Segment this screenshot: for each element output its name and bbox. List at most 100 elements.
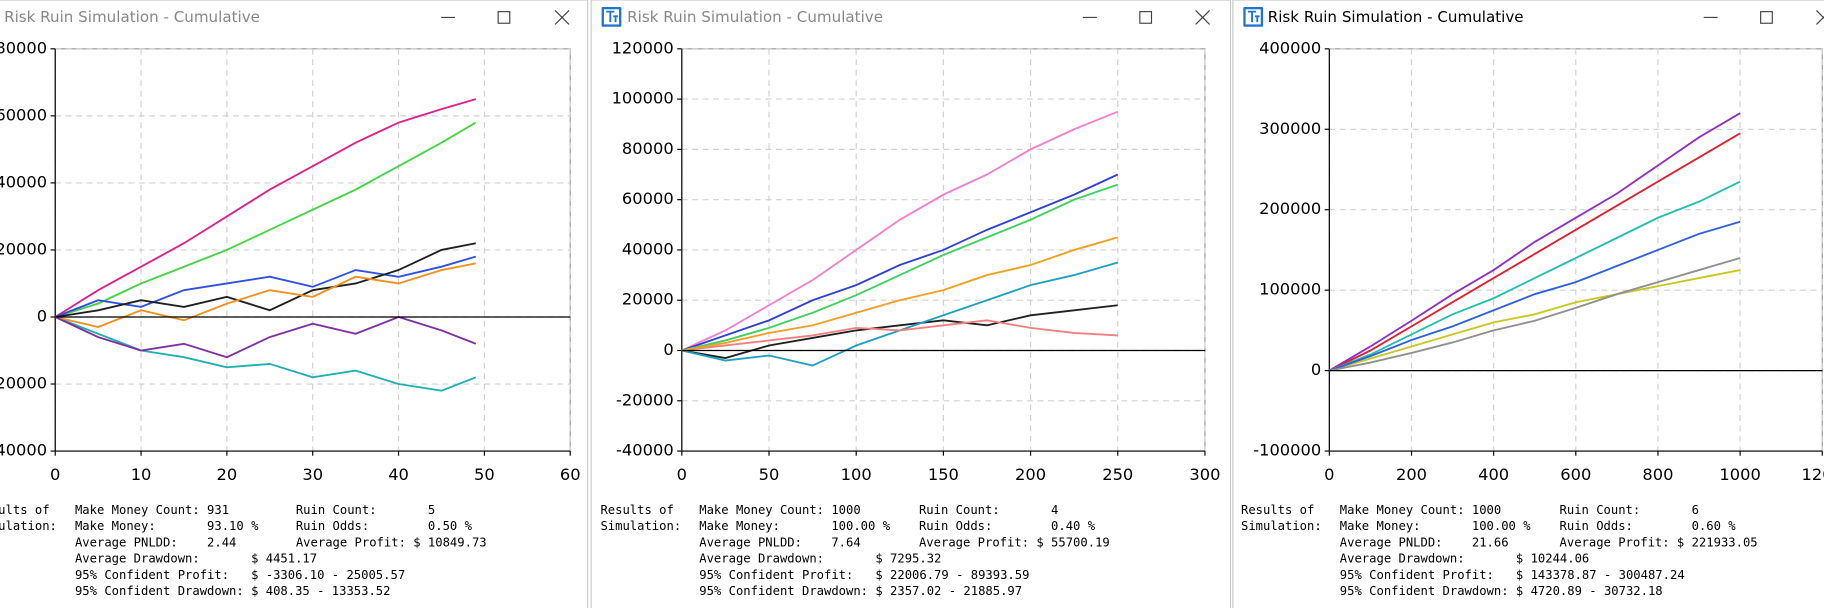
x-tick-label: 30	[302, 465, 323, 484]
series-line	[681, 173, 1119, 352]
y-tick-label: 20000	[622, 290, 674, 309]
close-button[interactable]	[1195, 10, 1211, 25]
stat-text: Average Profit: $ 221933.05	[1560, 535, 1758, 549]
close-button[interactable]	[1816, 10, 1824, 25]
x-tick-label: 0	[50, 465, 60, 484]
series-line	[681, 110, 1119, 352]
x-tick-label: 0	[1324, 465, 1334, 484]
stat-text: 95% Confident Drawdown: $ 2357.02 - 2188…	[699, 584, 1022, 598]
stat-text: Average Profit: $ 10849.73	[296, 535, 487, 549]
x-tick-label: 400	[1478, 465, 1509, 484]
x-tick-label: 800	[1642, 465, 1673, 484]
y-tick-label: 40000	[622, 239, 674, 258]
series-line	[1329, 180, 1741, 372]
stat-text: Make Money: 100.00 %	[1340, 519, 1531, 533]
y-tick-label: 60000	[622, 189, 674, 208]
y-tick-label: 40000	[0, 172, 47, 191]
stat-text: 95% Confident Profit: $ -3306.10 - 25005…	[75, 568, 405, 582]
stat-text: Make Money Count: 931	[75, 503, 229, 517]
series-line	[1328, 132, 1741, 372]
x-tick-label: 10	[131, 465, 152, 484]
stat-text: Average PNLDD: 21.66	[1340, 535, 1509, 549]
x-tick-label: 0	[677, 465, 687, 484]
series-line	[54, 315, 477, 359]
series-line	[1328, 112, 1741, 372]
window-title: Risk Ruin Simulation - Cumulative	[627, 8, 883, 26]
x-tick-label: 200	[1396, 465, 1427, 484]
y-tick-label: 80000	[0, 38, 47, 57]
stat-text: Average Drawdown: $ 4451.17	[75, 552, 317, 566]
x-tick-label: 40	[388, 465, 409, 484]
results-label: Simulation:	[1241, 519, 1322, 533]
y-tick-label: 200000	[1259, 199, 1321, 218]
x-tick-label: 150	[928, 465, 959, 484]
stat-text: Average Drawdown: $ 10244.06	[1340, 552, 1589, 566]
app-icon-glyph	[1247, 10, 1260, 23]
series-line	[55, 242, 476, 318]
app-icon-glyph	[606, 10, 618, 23]
series-line	[1329, 269, 1741, 372]
close-button[interactable]	[554, 10, 570, 25]
series-line	[1329, 257, 1741, 372]
results-label: Simulation:	[600, 519, 681, 533]
y-tick-label: 120000	[612, 38, 674, 57]
y-tick-label: 20000	[0, 239, 47, 258]
window-title: Risk Ruin Simulation - Cumulative	[4, 8, 260, 26]
series-line	[681, 304, 1118, 359]
y-tick-label: 0	[1311, 360, 1321, 379]
x-tick-label: 50	[474, 465, 495, 484]
y-tick-label: -40000	[0, 441, 47, 460]
stat-text: Ruin Odds: 0.50 %	[296, 519, 473, 533]
stat-text: 95% Confident Drawdown: $ 408.35 - 13353…	[75, 584, 391, 598]
stat-text: 95% Confident Profit: $ 143378.87 - 3004…	[1340, 568, 1685, 582]
stat-text: Make Money: 93.10 %	[75, 519, 259, 533]
y-tick-label: 100000	[1259, 280, 1321, 299]
y-tick-label: 300000	[1259, 119, 1321, 138]
stat-text: Average PNLDD: 2.44	[75, 535, 236, 549]
series-line	[54, 98, 477, 318]
y-tick-label: 60000	[0, 105, 47, 124]
y-tick-label: -100000	[1253, 441, 1321, 460]
x-tick-label: 600	[1560, 465, 1591, 484]
stat-text: Ruin Odds: 0.40 %	[919, 519, 1096, 533]
y-tick-label: -20000	[0, 374, 47, 393]
x-tick-label: 100	[841, 465, 872, 484]
x-tick-label: 1000	[1719, 465, 1760, 484]
x-tick-label: 1200	[1802, 465, 1824, 484]
x-tick-label: 60	[560, 465, 581, 484]
maximize-button[interactable]	[1139, 11, 1153, 24]
y-tick-label: -40000	[616, 441, 674, 460]
stat-text: Make Money Count: 1000	[699, 503, 860, 517]
x-tick-label: 300	[1189, 465, 1220, 484]
stat-text: Ruin Count: 4	[919, 503, 1058, 517]
y-tick-label: 80000	[622, 139, 674, 158]
stat-text: Average Profit: $ 55700.19	[919, 535, 1110, 549]
results-label: Results of	[0, 503, 50, 517]
maximize-button[interactable]	[1760, 11, 1773, 24]
stat-text: Average Drawdown: $ 7295.32	[699, 552, 941, 566]
series-line	[54, 121, 477, 318]
series-line	[1329, 220, 1741, 372]
results-label: Results of	[600, 503, 673, 517]
y-tick-label: 0	[37, 306, 47, 325]
stat-text: Make Money Count: 1000	[1340, 503, 1501, 517]
stat-text: Ruin Count: 5	[296, 503, 435, 517]
results-label: Simulation:	[0, 519, 57, 533]
x-tick-label: 250	[1102, 465, 1133, 484]
results-label: Results of	[1241, 503, 1314, 517]
stat-text: Ruin Odds: 0.60 %	[1560, 519, 1737, 533]
maximize-button[interactable]	[497, 11, 511, 24]
x-tick-label: 20	[217, 465, 238, 484]
stat-text: Make Money: 100.00 %	[699, 519, 890, 533]
stat-text: 95% Confident Profit: $ 22006.79 - 89393…	[699, 568, 1029, 582]
series-line	[54, 255, 477, 318]
stat-text: 95% Confident Drawdown: $ 4720.89 - 3073…	[1340, 584, 1663, 598]
series-line	[681, 183, 1119, 352]
series-line	[54, 316, 477, 392]
y-tick-label: -20000	[616, 390, 674, 409]
stat-text: Average PNLDD: 7.64	[699, 535, 860, 549]
series-line	[681, 319, 1118, 352]
y-tick-label: 0	[663, 340, 673, 359]
